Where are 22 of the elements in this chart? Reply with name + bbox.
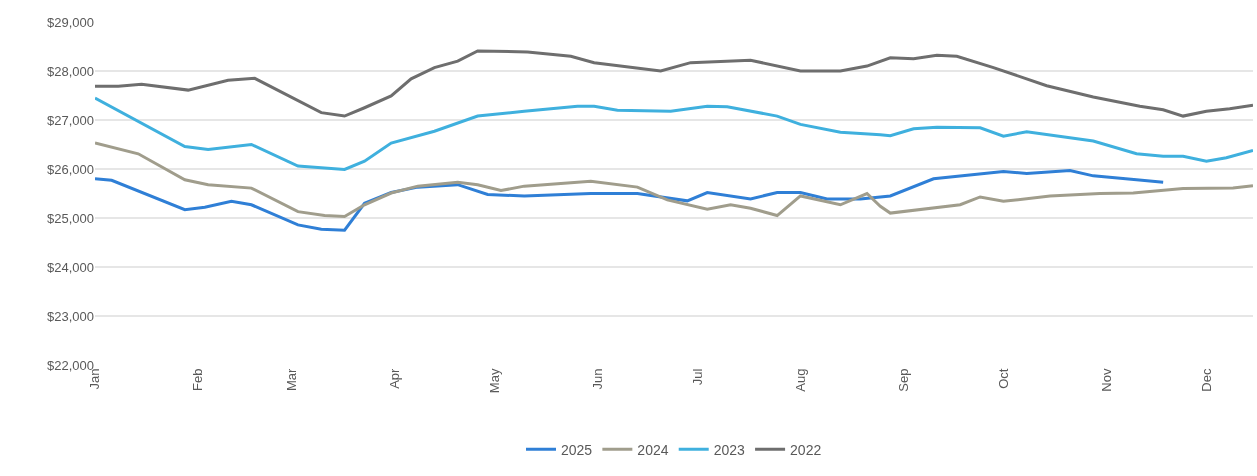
x-tick-label: Aug	[792, 368, 808, 392]
y-tick-label: $26,000	[47, 161, 94, 177]
x-tick-label: Feb	[190, 368, 206, 392]
legend-label: 2024	[637, 441, 669, 458]
y-tick-label: $29,000	[47, 14, 94, 30]
legend-label: 2025	[561, 441, 593, 458]
legend-label: 2023	[713, 441, 746, 458]
y-tick-label: $25,000	[47, 210, 94, 226]
x-tick-label: Jul	[689, 368, 705, 386]
x-tick-label: Nov	[1098, 368, 1114, 392]
x-tick-label: Oct	[995, 368, 1011, 389]
x-tick-label: Mar	[283, 367, 299, 391]
y-tick-label: $27,000	[47, 112, 94, 128]
y-tick-label: $28,000	[47, 63, 94, 79]
y-tick-label: $24,000	[47, 259, 94, 275]
legend-label: 2022	[790, 441, 822, 458]
x-tick-label: May	[486, 368, 502, 394]
x-tick-label: Apr	[386, 367, 402, 389]
x-tick-label: Sep	[895, 368, 911, 392]
x-tick-label: Dec	[1198, 368, 1214, 392]
y-tick-label: $23,000	[47, 308, 94, 324]
x-tick-label: Jun	[589, 368, 605, 390]
